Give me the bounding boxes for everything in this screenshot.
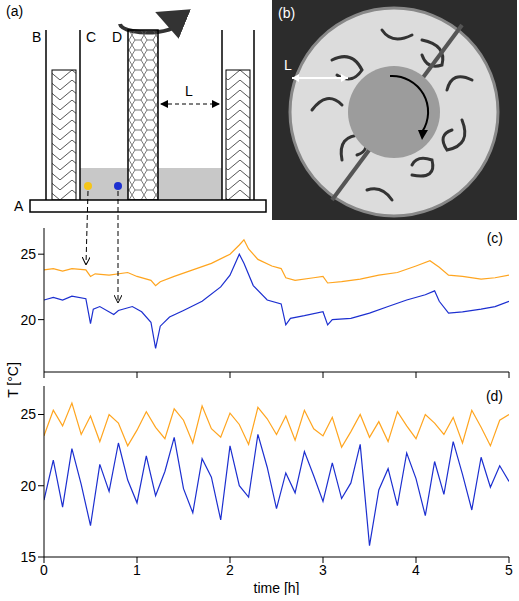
svg-text:T [°C]: T [°C] bbox=[5, 362, 21, 398]
svg-text:(a): (a) bbox=[6, 3, 23, 19]
svg-text:0: 0 bbox=[40, 562, 48, 578]
svg-text:B: B bbox=[32, 29, 41, 45]
svg-text:C: C bbox=[86, 29, 96, 45]
svg-text:5: 5 bbox=[505, 562, 513, 578]
svg-text:20: 20 bbox=[20, 478, 36, 494]
svg-text:25: 25 bbox=[20, 246, 36, 262]
html-text:(d): (d) bbox=[485, 388, 503, 404]
svg-text:D: D bbox=[112, 29, 122, 45]
svg-text:L: L bbox=[185, 83, 193, 99]
svg-text:(b): (b) bbox=[278, 5, 295, 21]
svg-text:time [h]: time [h] bbox=[254, 580, 300, 595]
svg-text:25: 25 bbox=[20, 406, 36, 422]
svg-text:2: 2 bbox=[226, 562, 234, 578]
svg-text:15: 15 bbox=[20, 549, 36, 565]
svg-text:4: 4 bbox=[412, 562, 420, 578]
svg-text:3: 3 bbox=[319, 562, 327, 578]
svg-text:A: A bbox=[14, 198, 24, 214]
svg-text:1: 1 bbox=[133, 562, 141, 578]
svg-text:L: L bbox=[284, 57, 292, 73]
html-text:(c): (c) bbox=[486, 230, 503, 246]
svg-text:20: 20 bbox=[20, 312, 36, 328]
